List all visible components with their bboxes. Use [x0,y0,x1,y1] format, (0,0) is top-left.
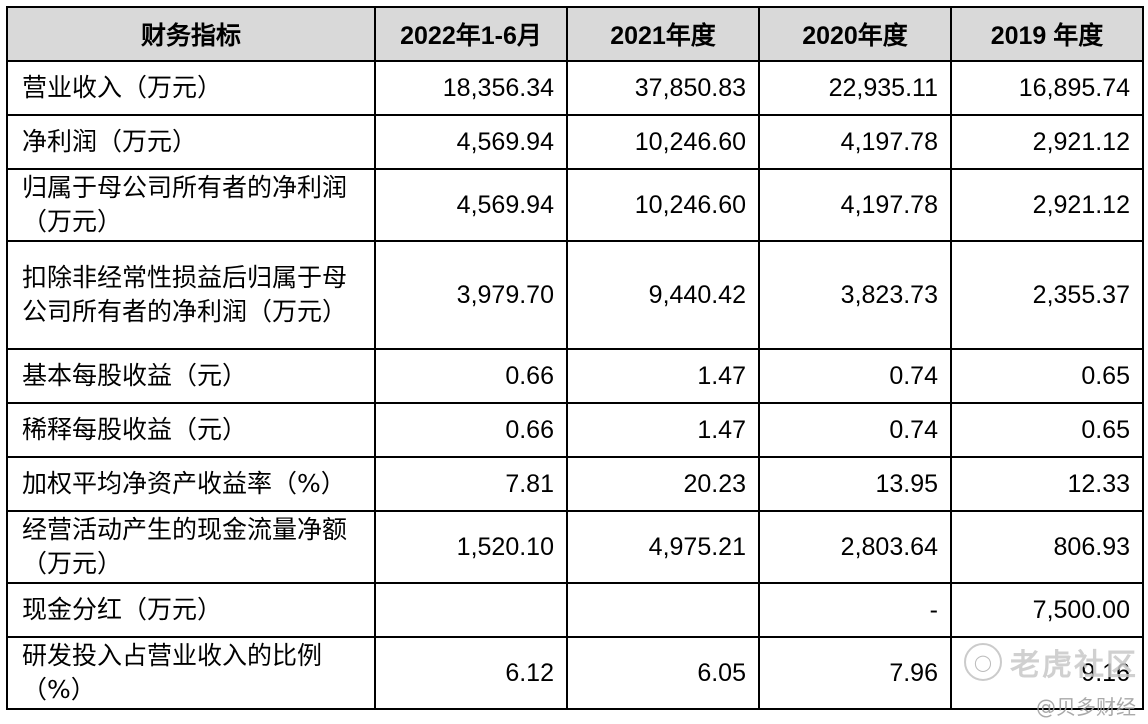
financial-indicators-table: 财务指标 2022年1-6月 2021年度 2020年度 2019 年度 营业收… [6,6,1144,710]
cell-value: 6.12 [374,636,568,710]
row-label: 稀释每股收益（元） [6,402,376,458]
cell-value: 9,440.42 [566,240,760,350]
tiger-logo-icon: ◯ [964,643,1002,681]
watermark-subtext: @贝多财经 [1036,695,1136,719]
cell-value: 12.33 [950,456,1144,512]
cell-value: 4,197.78 [758,114,952,170]
cell-value: 1,520.10 [374,510,568,584]
table-row: 扣除非经常性损益后归属于母公司所有者的净利润（万元） 3,979.70 9,44… [6,240,1144,350]
cell-value: 2,803.64 [758,510,952,584]
cell-value: 0.65 [950,348,1144,404]
header-2022h1: 2022年1-6月 [374,6,568,62]
table-row: 研发投入占营业收入的比例（%） 6.12 6.05 7.96 9.16 [6,636,1144,710]
row-label: 净利润（万元） [6,114,376,170]
cell-value: 3,823.73 [758,240,952,350]
table-row: 稀释每股收益（元） 0.66 1.47 0.74 0.65 [6,402,1144,458]
cell-value: 2,921.12 [950,114,1144,170]
cell-value: 4,197.78 [758,168,952,242]
cell-value: 0.74 [758,402,952,458]
cell-value: 3,979.70 [374,240,568,350]
table-row: 基本每股收益（元） 0.66 1.47 0.74 0.65 [6,348,1144,404]
cell-value: 0.65 [950,402,1144,458]
cell-value: 4,975.21 [566,510,760,584]
row-label: 基本每股收益（元） [6,348,376,404]
table-row: 现金分红（万元） - 7,500.00 [6,582,1144,638]
row-label: 扣除非经常性损益后归属于母公司所有者的净利润（万元） [6,240,376,350]
row-label: 研发投入占营业收入的比例（%） [6,636,376,710]
cell-value: 20.23 [566,456,760,512]
row-label: 加权平均净资产收益率（%） [6,456,376,512]
cell-value: 16,895.74 [950,60,1144,116]
cell-value: 13.95 [758,456,952,512]
cell-value: 37,850.83 [566,60,760,116]
cell-value: 7,500.00 [950,582,1144,638]
cell-value: 4,569.94 [374,168,568,242]
watermark-text: 老虎社区 [1010,648,1138,683]
cell-value: 0.74 [758,348,952,404]
cell-value [566,582,760,638]
header-2020: 2020年度 [758,6,952,62]
cell-value: 22,935.11 [758,60,952,116]
cell-value: 10,246.60 [566,114,760,170]
table-header-row: 财务指标 2022年1-6月 2021年度 2020年度 2019 年度 [6,6,1144,62]
cell-value: 1.47 [566,402,760,458]
cell-value: 7.81 [374,456,568,512]
cell-value: 2,921.12 [950,168,1144,242]
cell-value: 1.47 [566,348,760,404]
cell-value: 806.93 [950,510,1144,584]
cell-value: - [758,582,952,638]
cell-value: 7.96 [758,636,952,710]
cell-value: 0.66 [374,402,568,458]
row-label: 经营活动产生的现金流量净额（万元） [6,510,376,584]
table-row: 营业收入（万元） 18,356.34 37,850.83 22,935.11 1… [6,60,1144,116]
cell-value: 2,355.37 [950,240,1144,350]
header-2019: 2019 年度 [950,6,1144,62]
cell-value: 4,569.94 [374,114,568,170]
cell-value [374,582,568,638]
header-indicator: 财务指标 [6,6,376,62]
row-label: 营业收入（万元） [6,60,376,116]
cell-value: 10,246.60 [566,168,760,242]
table-row: 经营活动产生的现金流量净额（万元） 1,520.10 4,975.21 2,80… [6,510,1144,584]
watermark: ◯ 老虎社区 [964,640,1138,684]
row-label: 归属于母公司所有者的净利润（万元） [6,168,376,242]
cell-value: 6.05 [566,636,760,710]
row-label: 现金分红（万元） [6,582,376,638]
table-row: 归属于母公司所有者的净利润（万元） 4,569.94 10,246.60 4,1… [6,168,1144,242]
cell-value: 18,356.34 [374,60,568,116]
table-row: 净利润（万元） 4,569.94 10,246.60 4,197.78 2,92… [6,114,1144,170]
header-2021: 2021年度 [566,6,760,62]
table-row: 加权平均净资产收益率（%） 7.81 20.23 13.95 12.33 [6,456,1144,512]
cell-value: 0.66 [374,348,568,404]
